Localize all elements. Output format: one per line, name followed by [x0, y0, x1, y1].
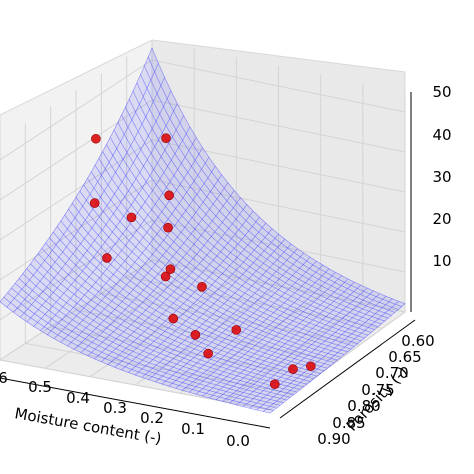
grid-line-z — [0, 139, 406, 241]
surface-mesh-line — [30, 263, 298, 393]
y-tick-label: 0.60 — [401, 332, 434, 350]
surface-mesh-line — [49, 237, 314, 380]
surface-mesh-line — [109, 137, 368, 336]
data-point — [126, 212, 137, 223]
y-tick-label: 0.70 — [375, 364, 408, 382]
data-point — [163, 222, 173, 233]
fitted-surface — [0, 47, 406, 414]
surface-mesh-line — [128, 99, 385, 322]
x-tick-labels: 0.0 0.1 0.2 0.3 0.4 0.5 6 — [0, 369, 250, 450]
y-tick-label: 0.85 — [332, 414, 365, 432]
surface-mesh-line — [26, 268, 294, 396]
data-points — [89, 133, 316, 390]
data-point — [288, 364, 298, 374]
data-point — [165, 264, 176, 274]
surface-mesh-line — [18, 278, 287, 401]
surface-mesh-line — [136, 82, 392, 316]
x-tick-label: 0.1 — [181, 420, 205, 438]
y-tick-label: 0.75 — [361, 381, 394, 399]
data-point — [197, 281, 207, 292]
surface-mesh-line — [151, 47, 406, 304]
data-point — [190, 330, 201, 340]
z-tick-label: 40 — [432, 126, 451, 144]
surface-mesh-line — [140, 74, 395, 313]
axis-lines — [0, 92, 416, 429]
z-tick-label: 30 — [432, 168, 451, 186]
x-axis-line — [0, 377, 271, 429]
surface-mesh-line — [45, 242, 311, 382]
surface-mesh-line — [56, 226, 321, 374]
surface-mesh-line — [125, 107, 382, 325]
grid-line-z — [0, 59, 406, 161]
z-tick-label: 20 — [432, 210, 451, 228]
surface-mesh-line — [7, 292, 277, 409]
grid-line-z — [0, 99, 406, 201]
surface-mesh-line — [98, 158, 358, 344]
surface-mesh-line — [144, 65, 399, 310]
surface-mesh-line — [87, 178, 348, 353]
data-point — [168, 313, 179, 324]
z-tick-labels: 10 20 30 40 50 — [432, 83, 451, 270]
grid-line-floor-y — [0, 359, 271, 411]
surface-mesh-line — [52, 231, 318, 377]
surface-mesh-line — [41, 248, 308, 385]
surface-mesh-line — [33, 258, 301, 390]
data-point — [89, 198, 100, 208]
surface-mesh-line — [147, 56, 402, 307]
surface-mesh-line — [3, 296, 274, 411]
surface-fill — [0, 48, 405, 414]
z-tick-label: 10 — [432, 252, 451, 270]
data-point — [91, 133, 101, 144]
y-tick-labels: 0.600.650.700.750.800.850.90 — [317, 332, 434, 448]
data-point — [306, 361, 316, 372]
data-point — [203, 348, 213, 359]
surface-mesh-line — [79, 190, 341, 358]
surface-mesh-line — [83, 184, 345, 355]
surface-mesh-line — [15, 283, 284, 403]
surface-mesh-line — [0, 301, 271, 414]
x-tick-label: 0.5 — [28, 378, 52, 396]
x-tick-label: 0.4 — [66, 389, 90, 407]
y-axis-line — [279, 319, 416, 419]
surface-mesh-line — [71, 203, 335, 364]
surface-mesh-line — [75, 197, 338, 361]
surface-mesh-line — [90, 171, 352, 350]
data-point — [269, 379, 280, 390]
x-tick-label: 0.0 — [226, 432, 250, 450]
surface-mesh-line — [68, 209, 331, 366]
y-tick-label: 0.65 — [388, 348, 421, 366]
surface-mesh-line — [37, 253, 304, 388]
grid-line-floor-y — [25, 342, 293, 395]
grid-line-floor-y — [151, 259, 406, 313]
grid-line-floor-y — [101, 292, 361, 346]
x-tick-label: 0.2 — [140, 409, 164, 427]
data-point — [231, 325, 242, 335]
grid-line-z — [0, 179, 406, 281]
surface-mesh-line — [102, 151, 362, 342]
surface-mesh-line — [106, 144, 365, 339]
surface-mesh-line — [132, 91, 389, 319]
surface-mesh-line — [94, 165, 355, 347]
x-tick-label: 0.3 — [103, 399, 127, 417]
surface-mesh-line — [113, 129, 372, 333]
data-point — [161, 133, 171, 143]
z-tick-label: 50 — [432, 83, 451, 101]
surface-mesh-line — [11, 287, 281, 406]
surface-mesh-line — [60, 220, 325, 372]
surface-mesh-line — [117, 122, 375, 330]
x-tick-label: 6 — [0, 369, 8, 387]
y-tick-label: 0.90 — [317, 430, 350, 448]
surface-mesh-line — [121, 114, 379, 328]
surface-mesh-line — [22, 273, 291, 398]
y-tick-label: 0.80 — [347, 397, 380, 415]
data-point — [160, 271, 171, 282]
grid-line-floor-y — [50, 326, 316, 378]
data-point — [164, 190, 174, 201]
data-point — [102, 253, 112, 263]
